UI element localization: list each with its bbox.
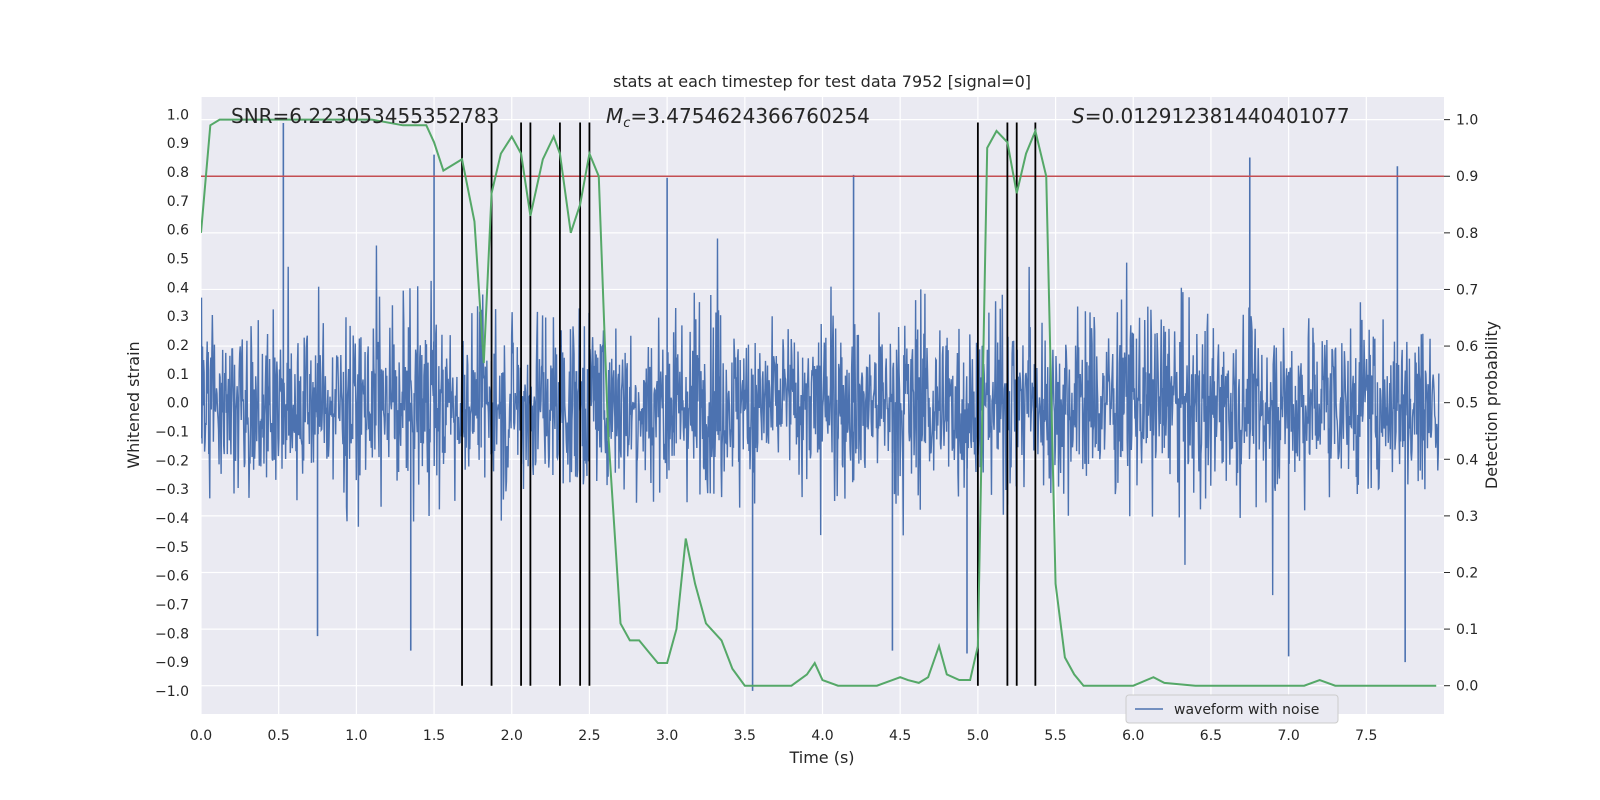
overlay-layer (201, 118, 1444, 687)
y-right-tick-label: 0.6 (1456, 339, 1478, 355)
y-left-tick-label: 0.4 (167, 280, 189, 296)
x-tick-label: 2.5 (578, 728, 600, 744)
y-left-tick-label: −0.4 (155, 511, 189, 527)
y-left-tick-label: 0.1 (167, 367, 189, 383)
x-tick-label: 1.5 (423, 728, 445, 744)
y-right-tick-label: 0.9 (1456, 169, 1478, 185)
y-right-tick-label: 0.0 (1456, 679, 1478, 695)
y-right-tick-label: 0.3 (1456, 509, 1478, 525)
y-left-tick-label: −0.1 (155, 424, 189, 440)
y-left-tick-label: −0.9 (155, 655, 189, 671)
y-left-tick-label: 1.0 (167, 107, 189, 123)
x-tick-label: 7.0 (1277, 728, 1299, 744)
s-annotation: S=0.012912381440401077 (1072, 104, 1350, 128)
detection-probability-line (201, 118, 1437, 687)
x-tick-label: 4.5 (889, 728, 911, 744)
mc-symbol: M (606, 104, 623, 128)
y-left-tick-label: 0.8 (167, 165, 189, 181)
mc-subscript: c (623, 116, 630, 131)
x-tick-label: 6.0 (1122, 728, 1144, 744)
x-tick-label: 2.0 (501, 728, 523, 744)
x-tick-label: 7.5 (1355, 728, 1377, 744)
mc-annotation: Mc=3.4754624366760254 (606, 104, 870, 131)
legend-label: waveform with noise (1174, 702, 1319, 718)
y-axis-right-label: Detection probability (1482, 321, 1501, 489)
y-left-tick-label: −0.8 (155, 626, 189, 642)
waveform-series (201, 122, 1440, 691)
y-left-tick-label: 0.2 (167, 338, 189, 354)
y-right-tick-label: 0.4 (1456, 452, 1478, 468)
chart-title: stats at each timestep for test data 795… (613, 72, 1031, 91)
y-left-tick-label: −0.5 (155, 540, 189, 556)
x-tick-label: 5.5 (1044, 728, 1066, 744)
y-left-tick-label: −0.6 (155, 569, 189, 585)
x-tick-label: 5.0 (967, 728, 989, 744)
y-right-tick-label: 0.1 (1456, 622, 1478, 638)
waveform-line (201, 238, 1440, 596)
x-axis-label: Time (s) (788, 748, 854, 767)
y-left-tick-label: −1.0 (155, 684, 189, 700)
y-left-tick-label: 0.3 (167, 309, 189, 325)
y-right-tick-label: 0.5 (1456, 396, 1478, 412)
x-tick-label: 6.5 (1200, 728, 1222, 744)
snr-annotation: SNR=6.223053455352783 (231, 104, 499, 128)
s-value: =0.012912381440401077 (1085, 104, 1350, 128)
y-left-tick-label: −0.3 (155, 482, 189, 498)
y-left-tick-label: 0.6 (167, 223, 189, 239)
y-left-tick-label: 0.0 (167, 396, 189, 412)
x-tick-label: 0.0 (190, 728, 212, 744)
x-tick-label: 0.5 (268, 728, 290, 744)
axes: 0.0 0.5 1.0 1.5 2.0 2.5 3.0 3.5 4.0 4.5 5.0 5.5 6.0 6… (155, 107, 1478, 744)
mc-value: =3.4754624366760254 (630, 104, 869, 128)
y-right-tick-label: 0.7 (1456, 282, 1478, 298)
y-left-tick-label: −0.2 (155, 453, 189, 469)
x-tick-label: 1.0 (345, 728, 367, 744)
y-right-tick-label: 0.8 (1456, 226, 1478, 242)
x-tick-label: 4.0 (811, 728, 833, 744)
y-left-tick-label: 0.7 (167, 194, 189, 210)
y-left-tick-label: −0.7 (155, 597, 189, 613)
x-tick-label: 3.0 (656, 728, 678, 744)
y-axis-left-label: Whitened strain (124, 341, 143, 468)
legend-box (1125, 694, 1339, 724)
s-symbol: S (1072, 104, 1085, 128)
legend: waveform with noise (1125, 694, 1339, 724)
x-tick-label: 3.5 (734, 728, 756, 744)
y-left-tick-label: 0.9 (167, 136, 189, 152)
y-right-tick-label: 0.2 (1456, 565, 1478, 581)
y-right-tick-label: 1.0 (1456, 113, 1478, 129)
y-left-tick-label: 0.5 (167, 251, 189, 267)
